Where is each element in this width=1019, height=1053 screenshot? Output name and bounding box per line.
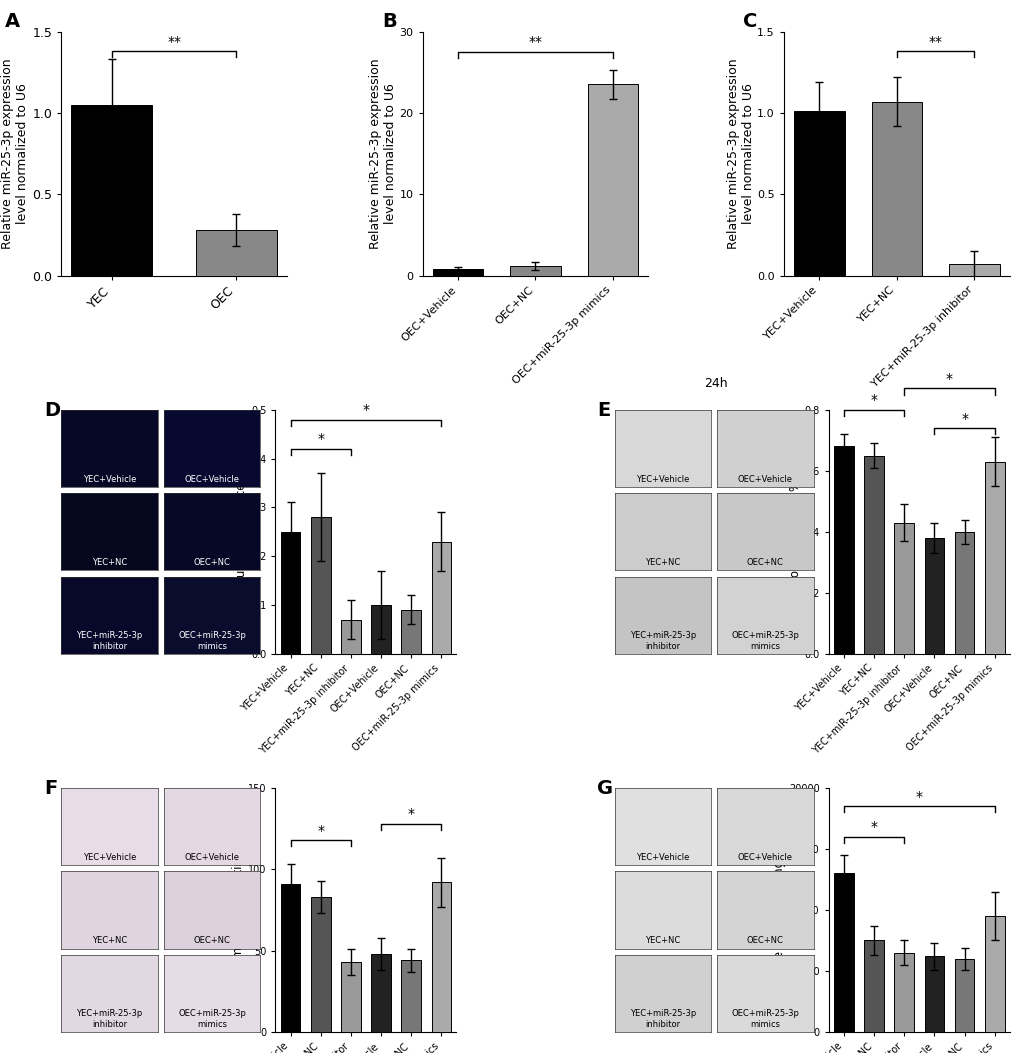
Text: YEC+miR-25-3p
inhibitor: YEC+miR-25-3p inhibitor (629, 1010, 695, 1029)
Text: *: * (869, 820, 876, 834)
Bar (834, 446, 853, 654)
Y-axis label: The total tube length: The total tube length (772, 848, 786, 973)
Text: *: * (317, 433, 324, 446)
Bar (280, 532, 300, 654)
Text: YEC+NC: YEC+NC (92, 558, 127, 568)
Y-axis label: Edu positive (% cell): Edu positive (% cell) (235, 472, 248, 592)
Y-axis label: Wound-healing (%): Wound-healing (%) (788, 475, 801, 589)
Bar (794, 112, 844, 276)
Text: YEC+miR-25-3p
inhibitor: YEC+miR-25-3p inhibitor (76, 631, 143, 651)
Bar (894, 953, 913, 1032)
Text: OEC+NC: OEC+NC (194, 558, 230, 568)
Bar (401, 960, 421, 1032)
Bar (371, 605, 390, 654)
Text: YEC+Vehicle: YEC+Vehicle (83, 853, 137, 862)
Text: OEC+Vehicle: OEC+Vehicle (184, 475, 239, 484)
Text: OEC+miR-25-3p
mimics: OEC+miR-25-3p mimics (731, 631, 799, 651)
Text: 24h: 24h (703, 377, 728, 391)
Text: OEC+NC: OEC+NC (194, 936, 230, 946)
Text: **: ** (528, 36, 542, 49)
Bar (954, 532, 973, 654)
Text: B: B (381, 12, 396, 32)
Text: **: ** (927, 35, 942, 48)
Text: **: ** (167, 35, 181, 48)
Text: OEC+NC: OEC+NC (746, 558, 783, 568)
Y-axis label: Relative miR-25-3p expression
level normalized to U6: Relative miR-25-3p expression level norm… (368, 58, 396, 249)
Bar (949, 264, 999, 276)
Bar (311, 517, 330, 654)
Text: OEC+NC: OEC+NC (746, 936, 783, 946)
Bar (431, 541, 450, 654)
Text: *: * (869, 394, 876, 408)
Text: OEC+Vehicle: OEC+Vehicle (184, 853, 239, 862)
Text: YEC+Vehicle: YEC+Vehicle (636, 475, 689, 484)
Text: YEC+Vehicle: YEC+Vehicle (83, 475, 137, 484)
Text: *: * (960, 412, 967, 425)
Bar (432, 270, 483, 276)
Bar (371, 954, 390, 1032)
Y-axis label: Relative miR-25-3p expression
level normalized to U6: Relative miR-25-3p expression level norm… (1, 58, 30, 249)
Text: YEC+NC: YEC+NC (645, 558, 680, 568)
Text: A: A (5, 12, 19, 32)
Text: YEC+Vehicle: YEC+Vehicle (636, 853, 689, 862)
Text: F: F (44, 778, 57, 798)
Bar (71, 105, 152, 276)
Bar (401, 610, 421, 654)
Text: *: * (945, 372, 952, 386)
Bar (587, 84, 638, 276)
Bar (311, 897, 330, 1032)
Bar (863, 940, 883, 1032)
Text: C: C (743, 12, 757, 32)
Bar (280, 883, 300, 1032)
Text: OEC+Vehicle: OEC+Vehicle (737, 853, 792, 862)
Bar (510, 265, 560, 276)
Bar (196, 230, 276, 276)
Bar (431, 882, 450, 1032)
Text: OEC+miR-25-3p
mimics: OEC+miR-25-3p mimics (731, 1010, 799, 1029)
Bar (984, 461, 1004, 654)
Text: *: * (408, 808, 415, 821)
Text: OEC+miR-25-3p
mimics: OEC+miR-25-3p mimics (178, 631, 246, 651)
Text: *: * (317, 823, 324, 837)
Text: G: G (596, 778, 612, 798)
Text: E: E (596, 400, 609, 419)
Bar (834, 873, 853, 1032)
Text: YEC+NC: YEC+NC (92, 936, 127, 946)
Bar (984, 916, 1004, 1032)
Text: YEC+NC: YEC+NC (645, 936, 680, 946)
Text: YEC+miR-25-3p
inhibitor: YEC+miR-25-3p inhibitor (76, 1010, 143, 1029)
Bar (871, 101, 921, 276)
Bar (340, 962, 361, 1032)
Text: OEC+Vehicle: OEC+Vehicle (737, 475, 792, 484)
Bar (863, 456, 883, 654)
Bar (894, 522, 913, 654)
Y-axis label: The number of migrating cells: The number of migrating cells (232, 820, 245, 999)
Y-axis label: Relative miR-25-3p expression
level normalized to U6: Relative miR-25-3p expression level norm… (726, 58, 754, 249)
Text: YEC+miR-25-3p
inhibitor: YEC+miR-25-3p inhibitor (629, 631, 695, 651)
Bar (923, 538, 944, 654)
Text: OEC+miR-25-3p
mimics: OEC+miR-25-3p mimics (178, 1010, 246, 1029)
Bar (954, 958, 973, 1032)
Text: D: D (44, 400, 60, 419)
Bar (340, 619, 361, 654)
Text: *: * (915, 790, 922, 803)
Text: *: * (362, 403, 369, 417)
Bar (923, 956, 944, 1032)
